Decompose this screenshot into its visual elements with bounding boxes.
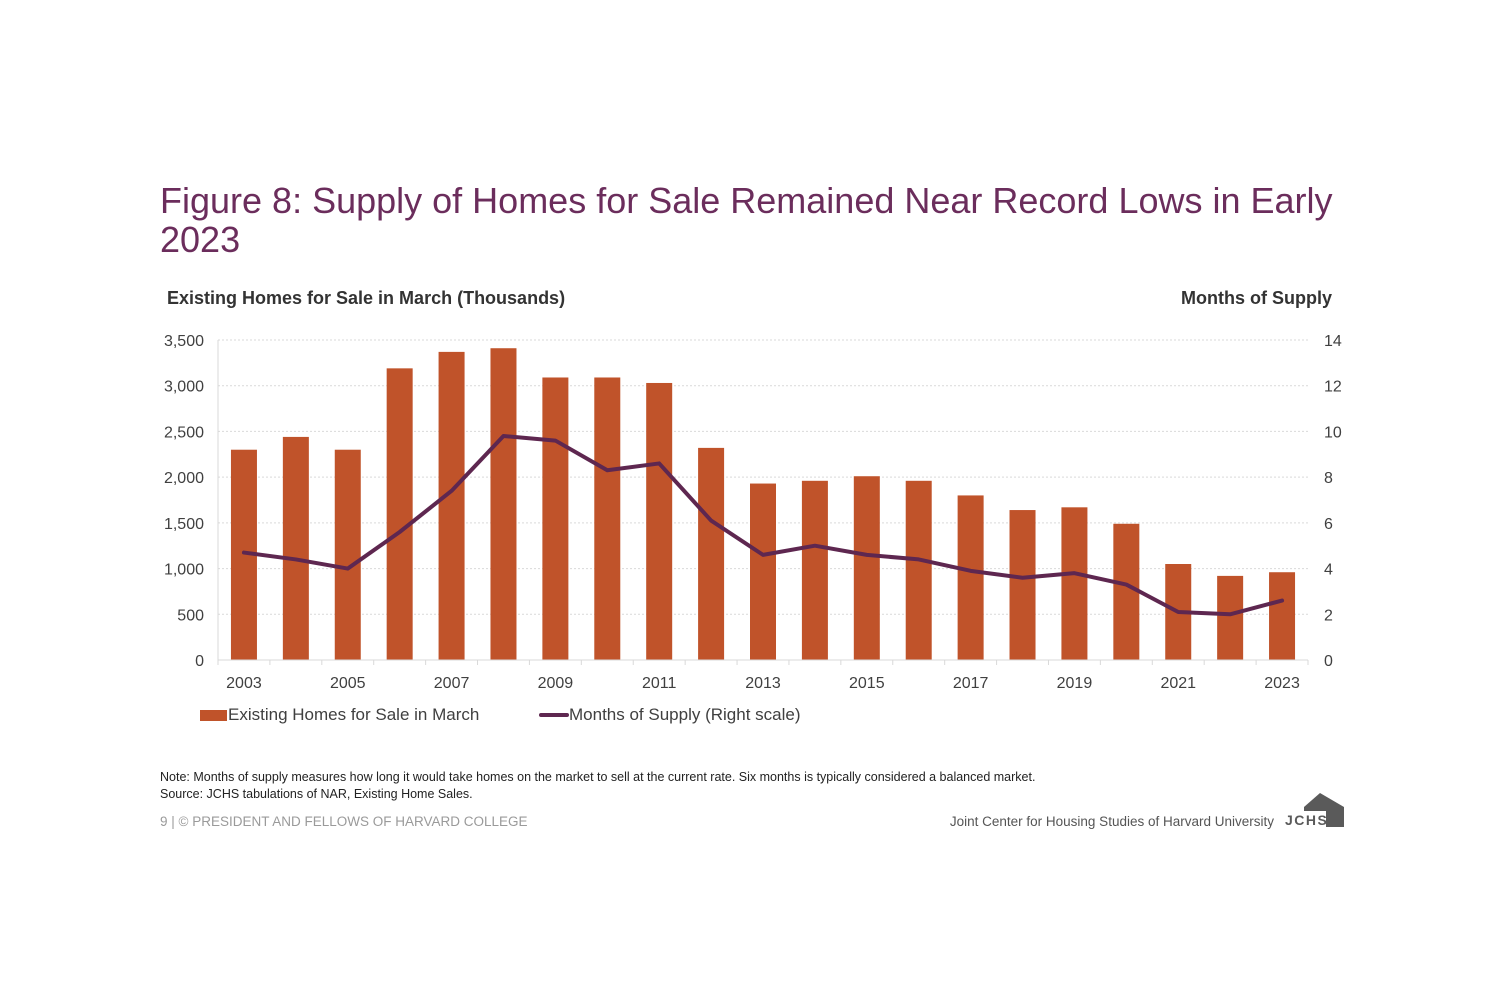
bar-2018: [1009, 510, 1036, 660]
right-axis-title: Months of Supply: [1181, 288, 1332, 308]
bar-2022: [1217, 575, 1244, 660]
jchs-logo-icon: JCHS: [1282, 793, 1344, 828]
bar-2023: [1269, 572, 1296, 660]
y-tick-label: 1,000: [164, 562, 204, 579]
x-tick-label: 2015: [849, 675, 885, 692]
bar-2006: [386, 368, 413, 660]
y-tick-label: 2,500: [164, 424, 204, 441]
bar-2005: [334, 449, 361, 660]
legend-line-swatch: [539, 713, 569, 717]
x-tick-label: 2009: [538, 675, 574, 692]
y2-tick-label: 14: [1324, 333, 1342, 350]
legend-item-bars: Existing Homes for Sale in March: [200, 705, 479, 725]
y-tick-label: 1,500: [164, 516, 204, 533]
y-tick-label: 2,000: [164, 470, 204, 487]
note-text: Note: Months of supply measures how long…: [160, 770, 1036, 784]
y2-tick-label: 12: [1324, 379, 1342, 396]
y-tick-label: 0: [195, 653, 204, 670]
legend-item-line: Months of Supply (Right scale): [539, 705, 801, 725]
line-series: [241, 434, 1285, 617]
bar-2013: [750, 483, 776, 660]
bar-2017: [957, 495, 984, 660]
logo-text: JCHS: [1285, 812, 1328, 828]
axes: [217, 340, 1309, 665]
x-tick-label: 2005: [330, 675, 366, 692]
bar-2012: [698, 447, 725, 660]
legend-bar-label: Existing Homes for Sale in March: [228, 705, 480, 724]
y2-tick-label: 6: [1324, 516, 1333, 533]
bar-2004: [282, 436, 309, 660]
y2-tick-label: 4: [1324, 562, 1333, 579]
bar-2015: [853, 476, 880, 660]
x-tick-label: 2017: [953, 675, 989, 692]
y2-tick-label: 10: [1324, 424, 1342, 441]
chart-note: Note: Months of supply measures how long…: [160, 769, 1035, 803]
y2-tick-label: 0: [1324, 653, 1333, 670]
legend-bar-swatch: [200, 709, 227, 721]
source-text: Source: JCHS tabulations of NAR, Existin…: [160, 787, 473, 801]
x-tick-label: 2013: [745, 675, 781, 692]
bar-2014: [801, 480, 828, 660]
bar-2016: [905, 480, 932, 660]
y2-tick-label: 8: [1324, 470, 1333, 487]
x-tick-label: 2021: [1160, 675, 1196, 692]
organization-name: Joint Center for Housing Studies of Harv…: [949, 814, 1274, 829]
y2-tick-label: 2: [1324, 607, 1333, 624]
y-tick-label: 500: [177, 607, 204, 624]
x-tick-label: 2003: [226, 675, 262, 692]
x-tick-label: 2023: [1264, 675, 1300, 692]
bar-2009: [542, 377, 569, 660]
bar-2019: [1061, 507, 1088, 660]
y-tick-label: 3,500: [164, 333, 204, 350]
bar-2010: [594, 377, 621, 660]
bar-series: [230, 348, 1296, 660]
copyright-text: 9 | © PRESIDENT AND FELLOWS OF HARVARD C…: [160, 814, 528, 829]
y-tick-label: 3,000: [164, 379, 204, 396]
x-tick-label: 2011: [642, 675, 677, 692]
tick-labels: 0 500 1,000 1,500 2,000 2,500 3,000 3,500 0 2 4 6 8 1…: [164, 333, 1342, 692]
figure-title: Figure 8: Supply of Homes for Sale Remai…: [160, 180, 1333, 260]
bar-2020: [1113, 523, 1140, 660]
left-axis-title: Existing Homes for Sale in March (Thousa…: [167, 288, 566, 308]
x-tick-label: 2019: [1057, 675, 1093, 692]
legend-line-label: Months of Supply (Right scale): [569, 705, 801, 724]
bar-2011: [646, 382, 673, 660]
bar-2007: [438, 351, 465, 660]
x-tick-label: 2007: [434, 675, 470, 692]
logo-text-bg: [1282, 811, 1326, 827]
bar-2008: [490, 348, 517, 660]
